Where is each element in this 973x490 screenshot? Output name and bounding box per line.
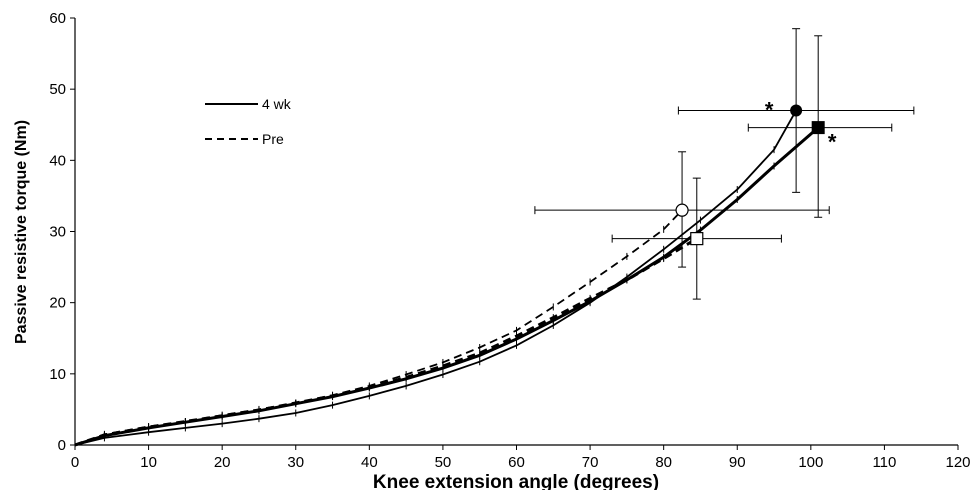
x-tick-label: 20 [214,454,231,471]
x-axis-title: Knee extension angle (degrees) [373,472,659,490]
x-tick-label: 90 [729,454,746,471]
x-tick-label: 50 [435,454,452,471]
y-tick-label: 60 [49,10,66,27]
marker-open-circle [675,203,689,217]
marker-open-square [690,232,704,246]
y-tick-label: 30 [49,224,66,241]
y-tick-label: 40 [49,152,66,169]
x-tick-label: 110 [872,454,896,471]
x-tick-label: 120 [945,454,970,471]
x-tick-label: 100 [798,454,823,471]
legend-label-4wk: 4 wk [262,96,292,112]
significance-star: * [765,98,774,123]
marker-filled-circle [790,104,803,117]
legend: 4 wk Pre [205,96,292,147]
x-tick-label: 0 [71,454,79,471]
y-tick-label: 50 [49,81,66,98]
legend-label-pre: Pre [262,131,284,147]
axes [74,18,958,446]
series-line-right-pre [74,237,698,447]
series-line-right-4wk [74,126,820,447]
endpoint-markers: ** [675,98,837,246]
marker-filled-square [811,121,825,135]
x-tick-label: 70 [582,454,599,471]
x-tick-label: 40 [361,454,378,471]
series-line-left-pre [74,209,683,446]
y-axis-ticks: 0 10 20 30 40 50 60 [49,10,75,454]
y-tick-label: 10 [49,366,66,383]
x-tick-label: 30 [287,454,304,471]
y-tick-label: 20 [49,295,66,312]
error-bars [534,28,915,300]
y-tick-label: 0 [58,437,66,454]
x-axis-ticks: 0 10 20 30 40 50 60 70 80 90 100 110 120 [71,445,971,471]
x-tick-label: 80 [655,454,672,471]
x-tick-label: 60 [508,454,525,471]
y-axis-title: Passive resistive torque (Nm) [13,120,30,344]
series-layer [74,110,820,447]
series-line-left-4wk [74,110,797,446]
x-tick-label: 10 [140,454,157,471]
significance-star: * [828,130,837,155]
